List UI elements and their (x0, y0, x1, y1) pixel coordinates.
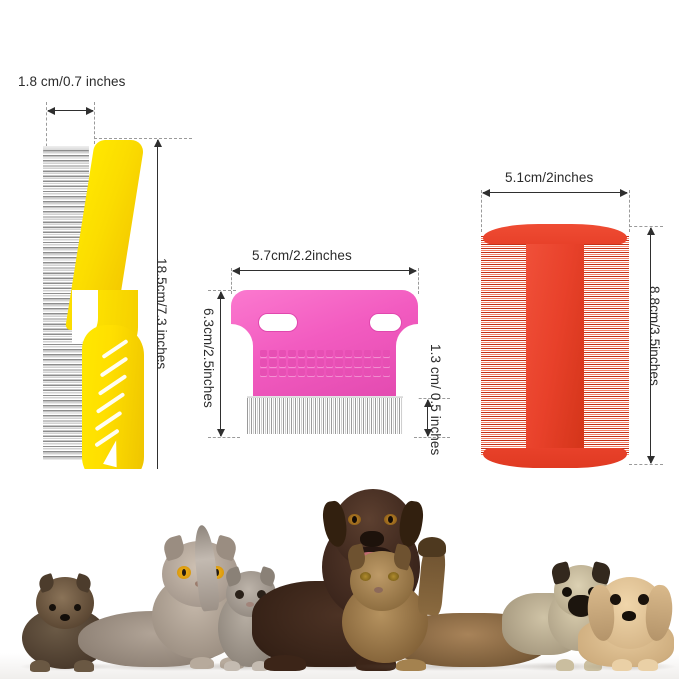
grip-dot (288, 350, 296, 358)
red-width-arrow (482, 188, 628, 197)
yellow-comb-teeth-cap (43, 146, 89, 153)
grip-dot (344, 368, 353, 376)
grip-dot (373, 368, 381, 376)
grip-dot (373, 359, 381, 367)
grip-dot (260, 368, 268, 376)
red-comb-fine-teeth-right (581, 236, 629, 456)
pink-height-arrow (216, 291, 225, 437)
pink-comb-teeth-length-label: 1.3 cm/ 0.5 inches (428, 344, 443, 456)
grip-dot (335, 359, 343, 367)
pink-comb-finger-hole (258, 313, 298, 332)
red-comb-top-cap (483, 224, 627, 244)
grip-dot (307, 368, 315, 376)
yellow-width-ext-right (94, 102, 95, 144)
grip-dot (269, 359, 277, 367)
grip-dot (354, 359, 362, 367)
red-height-ext-top (629, 226, 663, 227)
red-comb-height-label: 8.8cm/3.5inches (647, 286, 662, 386)
grip-dot (260, 350, 268, 358)
red-comb-width-label: 5.1cm/2inches (505, 170, 594, 185)
red-height-ext-bottom (629, 464, 663, 465)
grip-dot (363, 368, 372, 376)
grip-dot (316, 359, 324, 367)
red-height-arrow (646, 227, 655, 464)
grip-dot (297, 368, 306, 376)
grip-dot (278, 359, 287, 367)
grip-dot (307, 359, 315, 367)
grip-dot (344, 359, 353, 367)
red-comb-bottom-cap (483, 448, 627, 468)
grip-dot (354, 368, 362, 376)
pink-width-ext-right (418, 268, 419, 294)
red-width-ext-left (481, 190, 482, 232)
pink-comb-width-label: 5.7cm/2.2inches (252, 248, 352, 263)
red-comb-spine (526, 226, 584, 466)
pink-comb-right-cutout (396, 324, 418, 402)
pink-width-ext-left (231, 268, 232, 294)
pink-comb-body (231, 290, 418, 402)
pets-photo (0, 469, 679, 679)
yellow-width-arrow (47, 106, 94, 115)
yellow-length-ext-top (94, 138, 192, 139)
grip-dot (363, 350, 372, 358)
pink-teeth-arrow (423, 399, 432, 437)
pink-comb-height-label: 6.3cm/2.5inches (201, 308, 216, 408)
pink-comb-teeth (247, 398, 403, 434)
grip-dot (354, 350, 362, 358)
yellow-comb-handle (82, 325, 144, 485)
pink-comb-grip-dots (260, 350, 390, 376)
grip-dot (335, 350, 343, 358)
grip-dot (278, 368, 287, 376)
yellow-width-ext-left (46, 102, 47, 162)
grip-dot (288, 359, 296, 367)
pink-height-ext-bottom (208, 437, 240, 438)
grip-dot (307, 350, 315, 358)
grip-dot (382, 359, 390, 367)
pink-comb-finger-hole (369, 313, 402, 332)
yellow-comb-width-label: 1.8 cm/0.7 inches (18, 74, 126, 89)
grip-slot (94, 410, 123, 432)
grip-dot (269, 350, 277, 358)
red-comb-fine-teeth-left (481, 236, 529, 456)
red-width-ext-right (629, 190, 630, 232)
grip-dot (325, 368, 334, 376)
yellow-comb-product (40, 140, 170, 485)
grip-dot (382, 350, 390, 358)
pink-width-arrow (232, 266, 417, 275)
cocker-spaniel-puppy (578, 551, 679, 673)
grip-dot (325, 359, 334, 367)
grip-dot (278, 350, 287, 358)
grip-dot (260, 359, 268, 367)
grip-dot (297, 350, 306, 358)
pink-comb-product (231, 290, 418, 438)
grip-dot (373, 350, 381, 358)
pink-teeth-ext-top (414, 398, 450, 399)
grip-dot (335, 368, 343, 376)
grip-dot (288, 368, 296, 376)
grip-dot (325, 350, 334, 358)
grip-dot (363, 359, 372, 367)
grip-dot (269, 368, 277, 376)
yellow-comb-body (64, 140, 152, 485)
red-comb-product (481, 224, 629, 468)
grip-dot (316, 368, 324, 376)
grip-dot (344, 350, 353, 358)
pink-comb-left-cutout (231, 324, 253, 402)
pink-height-ext-top (208, 290, 236, 291)
pink-teeth-ext-bottom (414, 437, 450, 438)
grip-dot (316, 350, 324, 358)
grip-dot (297, 359, 306, 367)
grip-dot (382, 368, 390, 376)
